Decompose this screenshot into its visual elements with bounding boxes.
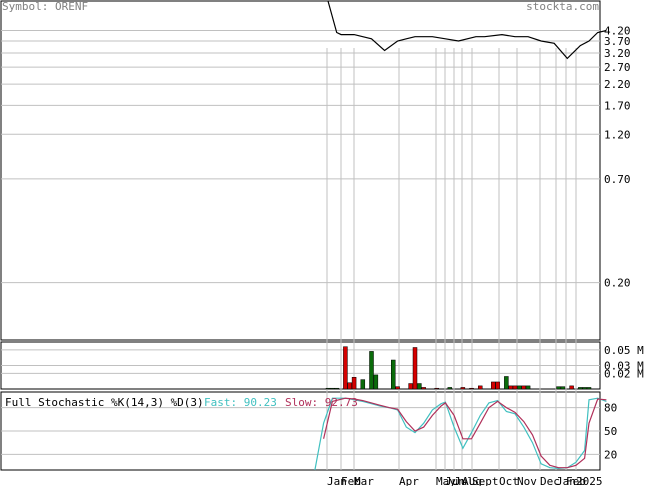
x-tick-label: Jan [556, 475, 576, 486]
volume-bar [578, 387, 583, 390]
volume-bar [504, 376, 509, 390]
price-y-tick-label: 2.70 [604, 61, 631, 74]
volume-bar [517, 385, 522, 390]
volume-bar [521, 385, 526, 390]
volume-bar [560, 386, 566, 390]
x-tick-label: Feb [341, 475, 361, 486]
volume-bar [391, 359, 396, 390]
volume-y-tick-label: 0.03 M [604, 360, 644, 373]
volume-bar [395, 386, 400, 390]
x-tick-label: Nov [517, 475, 537, 486]
volume-bar [347, 382, 352, 390]
site-label: stockta.com [526, 0, 599, 13]
volume-bar [334, 387, 339, 390]
volume-bar [491, 381, 496, 390]
volume-bar [469, 387, 474, 390]
stochastic-title: Full Stochastic %K(14,3) %D(3) [5, 396, 204, 409]
volume-bar [412, 347, 418, 390]
stochastic-slow-line [323, 397, 607, 469]
x-tick-label: Apr [399, 475, 419, 486]
x-tick-label: May [436, 475, 456, 486]
x-tick-label: Aug [462, 475, 482, 486]
volume-bar [447, 387, 453, 390]
volume-bar [508, 385, 513, 390]
volume-bar [586, 387, 592, 390]
symbol-label: Symbol: ORENF [2, 0, 88, 13]
volume-bar [569, 385, 574, 390]
stochastic-y-tick-label: 80 [604, 402, 617, 415]
x-tick-label: Sept [472, 475, 499, 486]
x-tick-label: Jun [445, 475, 465, 486]
volume-bar [360, 379, 366, 390]
volume-bar [325, 387, 331, 390]
price-y-tick-label: 3.70 [604, 35, 631, 48]
x-tick-label: Dec [540, 475, 560, 486]
x-tick-label: Oct [499, 475, 519, 486]
volume-bar [556, 386, 561, 390]
price-y-tick-label: 1.20 [604, 128, 631, 141]
volume-bar [421, 387, 426, 390]
price-y-tick-label: 3.20 [604, 47, 631, 60]
stochastic-y-tick-label: 50 [604, 425, 617, 438]
price-y-tick-label: 2.20 [604, 78, 631, 91]
stochastic-slow-label: Slow: 92.73 [285, 396, 358, 409]
x-tick-label: Feb [566, 475, 586, 486]
stochastic-fast-label: Fast: 90.23 [204, 396, 277, 409]
price-y-tick-label: 1.70 [604, 99, 631, 112]
volume-bar [408, 383, 413, 390]
volume-bar [460, 387, 466, 390]
price-y-tick-label: 0.70 [604, 173, 631, 186]
volume-bar [351, 377, 357, 390]
price-line [327, 0, 607, 60]
volume-bar [512, 385, 518, 390]
volume-y-tick-label: 0.05 M [604, 344, 644, 357]
x-tick-label: Jul [454, 475, 474, 486]
volume-bar [343, 346, 348, 390]
x-tick-label: Mar [354, 475, 374, 486]
volume-bar [369, 351, 374, 390]
volume-bar [495, 381, 500, 390]
volume-bar [330, 387, 335, 390]
x-tick-label: Jan [327, 475, 347, 486]
volume-bar [417, 383, 422, 390]
volume-bar [478, 385, 483, 390]
price-panel [0, 0, 601, 341]
volume-bar [525, 385, 531, 390]
volume-bar [582, 387, 587, 390]
price-y-tick-label: 4.20 [604, 25, 631, 38]
volume-bar [434, 387, 439, 390]
volume-y-tick-label: 0.02 M [604, 367, 644, 380]
price-y-tick-label: 0.20 [604, 277, 631, 290]
x-tick-label: 2025 [576, 475, 603, 486]
stochastic-y-tick-label: 20 [604, 448, 617, 461]
volume-bar [373, 374, 379, 390]
